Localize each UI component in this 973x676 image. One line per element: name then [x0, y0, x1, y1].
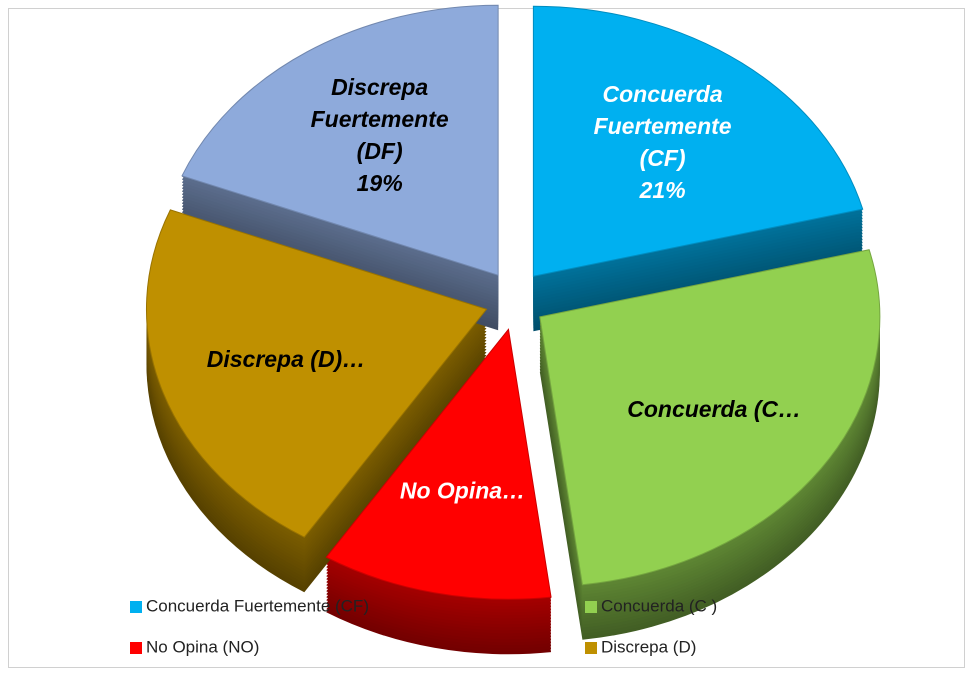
data-label: (DF) — [357, 138, 403, 164]
slice — [325, 328, 552, 600]
data-label: Concuerda — [603, 81, 723, 107]
data-label: Fuertemente — [594, 113, 732, 139]
legend-swatch — [130, 642, 142, 654]
data-label: 19% — [357, 170, 403, 196]
legend-swatch — [130, 601, 142, 613]
legend-swatch — [585, 642, 597, 654]
data-label: Fuertemente — [311, 106, 449, 132]
legend-label: Discrepa (D) — [601, 637, 696, 656]
data-label: (CF) — [640, 145, 686, 171]
legend-label: No Opina (NO) — [146, 637, 259, 656]
data-label: 21% — [639, 177, 686, 203]
data-label: No Opina… — [400, 478, 525, 504]
data-label: Discrepa — [331, 74, 428, 100]
legend-swatch — [585, 601, 597, 613]
data-label: Discrepa (D)… — [207, 346, 365, 372]
slice — [181, 4, 499, 276]
slice — [146, 209, 488, 538]
legend-label: Concuerda (C ) — [601, 596, 717, 615]
slice — [532, 5, 864, 277]
slice — [539, 249, 881, 586]
legend-label: Concuerda Fuertemente (CF) — [146, 596, 369, 615]
data-label: Concuerda (C… — [627, 396, 801, 422]
